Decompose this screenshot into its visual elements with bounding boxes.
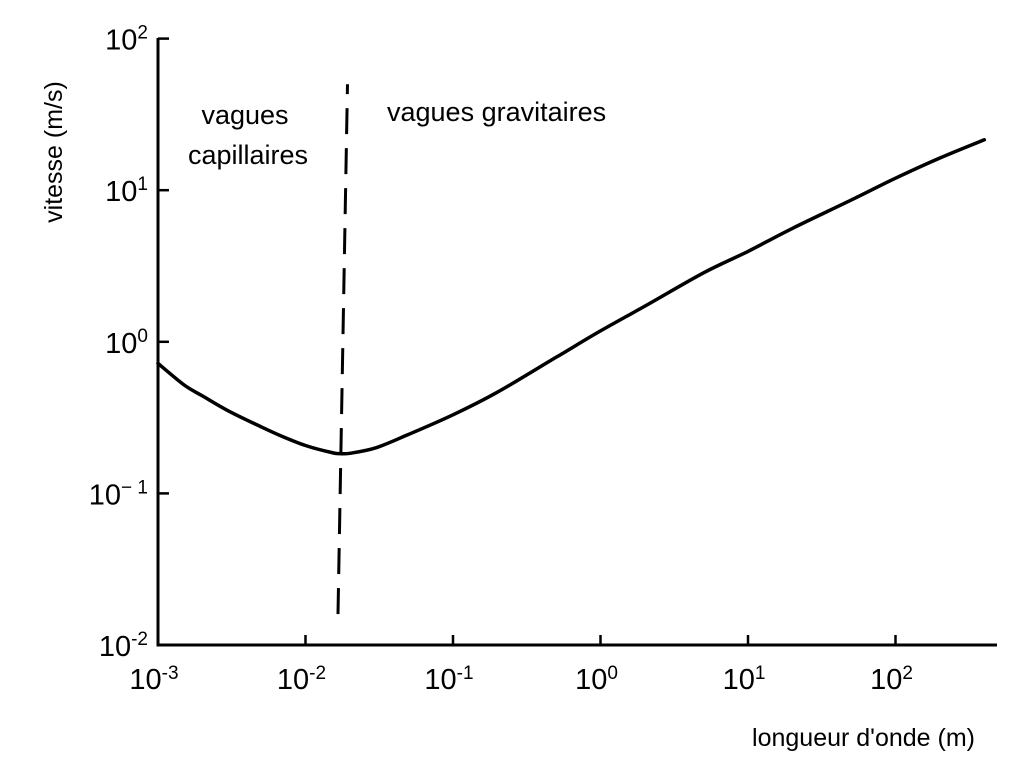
y-tick-label: 100 xyxy=(105,326,148,360)
x-axis-title: longueur d'onde (m) xyxy=(752,724,975,752)
y-axis-ticks: 10-2 10− 1 100 101 102 xyxy=(89,23,169,663)
gravity-waves-label: vagues gravitaires xyxy=(387,97,606,127)
capillary-label-line-1: vagues xyxy=(201,100,288,130)
x-tick-label: 10-1 xyxy=(424,663,473,696)
x-tick-label: 10-2 xyxy=(277,663,326,696)
y-tick-label: 102 xyxy=(105,23,148,57)
x-axis-ticks: 10-3 10-2 10-1 100 101 102 xyxy=(129,635,913,696)
y-tick-label: 10-2 xyxy=(99,629,148,663)
x-tick-label: 101 xyxy=(723,663,766,696)
y-tick-label: 101 xyxy=(105,174,148,208)
y-axis-title: vitesse (m/s) xyxy=(40,81,68,223)
x-tick-label: 10-3 xyxy=(129,663,178,696)
capillary-label-line-2: capillaires xyxy=(188,140,308,170)
regime-divider-line xyxy=(336,84,349,615)
y-tick-label: 10− 1 xyxy=(89,477,148,511)
x-tick-label: 102 xyxy=(870,663,913,696)
x-tick-label: 100 xyxy=(575,663,618,696)
velocity-curve xyxy=(156,138,987,456)
